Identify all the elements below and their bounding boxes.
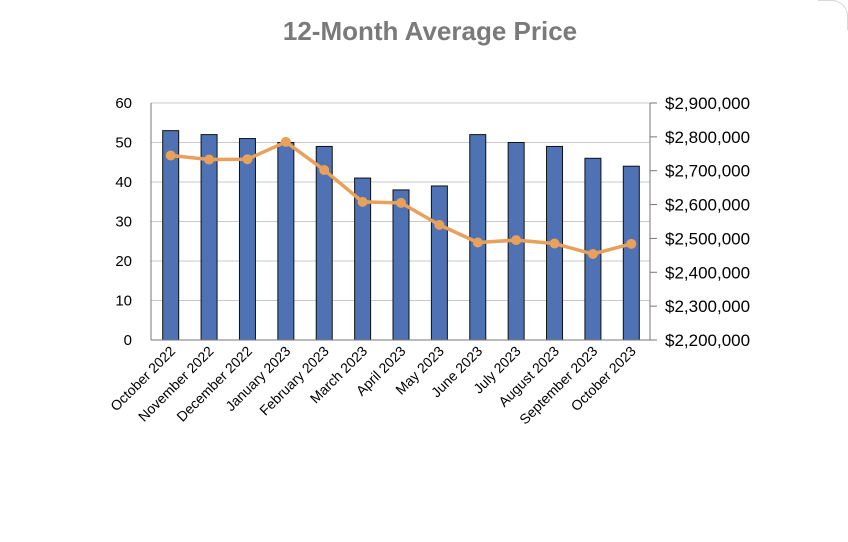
left-tick-label: 50 — [115, 135, 132, 152]
line-point — [434, 219, 445, 230]
right-tick-label: $2,400,000 — [665, 263, 750, 282]
right-axis-labels: $2,200,000 $2,300,000 $2,400,000 $2,500,000… — [665, 94, 750, 350]
left-tick-label: 10 — [115, 293, 132, 310]
right-tick-label: $2,900,000 — [665, 94, 750, 113]
line-point — [626, 238, 637, 249]
line-point — [165, 150, 176, 161]
right-tick-label: $2,500,000 — [665, 229, 750, 248]
bar-series — [162, 130, 640, 341]
left-tick-label: 20 — [115, 253, 132, 270]
right-tick-label: $2,600,000 — [665, 196, 750, 215]
right-tick-label: $2,300,000 — [665, 297, 750, 316]
x-tick-label: October 2022 — [107, 343, 178, 414]
bar — [277, 142, 295, 341]
left-tick-label: 30 — [115, 214, 132, 231]
line-point — [280, 136, 291, 147]
right-tick-label: $2,700,000 — [665, 162, 750, 181]
line-point — [396, 197, 406, 208]
left-tick-label: 0 — [124, 332, 132, 349]
line-series — [165, 136, 637, 260]
bar — [430, 185, 448, 341]
line-point — [204, 154, 215, 165]
chart-title: 12-Month Average Price — [283, 16, 577, 46]
line-point — [472, 237, 483, 248]
right-tick-label: $2,200,000 — [665, 331, 750, 350]
line-point — [357, 196, 368, 207]
bar — [162, 130, 180, 341]
right-tick-label: $2,800,000 — [665, 128, 750, 147]
line-point — [549, 238, 560, 249]
bar — [622, 165, 640, 341]
bar — [469, 134, 487, 341]
line-point — [511, 235, 522, 246]
left-tick-label: 40 — [115, 174, 132, 191]
line-point — [319, 165, 330, 176]
line-point — [242, 154, 253, 165]
bar — [238, 138, 256, 341]
line-point — [587, 249, 598, 260]
left-tick-label: 60 — [115, 95, 132, 112]
axes — [150, 102, 657, 341]
bar — [200, 134, 218, 341]
left-axis-labels: 0 10 20 30 40 50 60 — [115, 95, 132, 349]
bar — [392, 189, 410, 341]
